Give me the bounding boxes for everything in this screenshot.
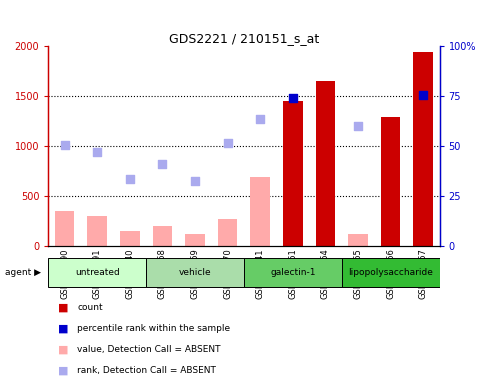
Bar: [153, 226, 172, 246]
Text: lipopolysaccharide: lipopolysaccharide: [348, 268, 433, 277]
Bar: [244, 258, 342, 287]
Title: GDS2221 / 210151_s_at: GDS2221 / 210151_s_at: [169, 32, 319, 45]
Text: ■: ■: [58, 344, 69, 354]
Point: [224, 140, 231, 146]
Bar: [381, 117, 400, 246]
Text: agent ▶: agent ▶: [5, 268, 41, 277]
Bar: [185, 234, 205, 246]
Text: vehicle: vehicle: [179, 268, 212, 277]
Point: [93, 149, 101, 155]
Point: [354, 123, 362, 129]
Bar: [413, 52, 433, 246]
Bar: [218, 219, 238, 246]
Text: ■: ■: [58, 366, 69, 376]
Bar: [348, 234, 368, 246]
Point: [61, 142, 69, 148]
Text: ■: ■: [58, 302, 69, 312]
Bar: [120, 231, 140, 246]
Bar: [146, 258, 244, 287]
Bar: [283, 101, 302, 246]
Point: [419, 92, 427, 98]
Text: untreated: untreated: [75, 268, 120, 277]
Bar: [55, 211, 74, 246]
Bar: [316, 81, 335, 246]
Text: galectin-1: galectin-1: [270, 268, 315, 277]
Bar: [48, 258, 146, 287]
Text: count: count: [77, 303, 103, 312]
Text: rank, Detection Call = ABSENT: rank, Detection Call = ABSENT: [77, 366, 216, 375]
Point: [191, 178, 199, 184]
Point: [158, 161, 166, 167]
Point: [256, 116, 264, 122]
Point: [289, 95, 297, 101]
Text: percentile rank within the sample: percentile rank within the sample: [77, 324, 230, 333]
Text: ■: ■: [58, 323, 69, 333]
Bar: [87, 216, 107, 246]
Point: [126, 176, 134, 182]
Bar: [251, 177, 270, 246]
Text: value, Detection Call = ABSENT: value, Detection Call = ABSENT: [77, 345, 221, 354]
Bar: [342, 258, 440, 287]
